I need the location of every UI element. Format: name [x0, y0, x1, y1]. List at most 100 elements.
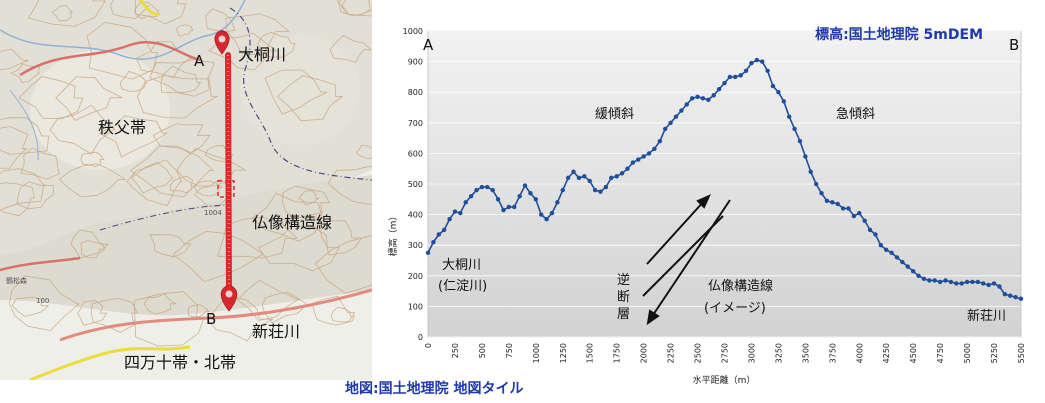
data-point	[646, 151, 652, 156]
data-point	[776, 90, 781, 95]
contour-line	[80, 240, 106, 259]
contour-line	[225, 13, 290, 56]
contour-line	[0, 168, 46, 211]
map-river-north-label: 大桐川	[238, 45, 286, 64]
data-point	[630, 160, 636, 165]
data-point	[619, 171, 625, 176]
data-point	[1002, 291, 1008, 297]
data-point	[700, 96, 706, 101]
fault-arrow-down-head	[646, 309, 660, 326]
x-tick-label: 3000	[747, 343, 756, 363]
data-point	[533, 197, 539, 202]
road-west	[0, 256, 81, 272]
data-point	[463, 200, 468, 205]
data-point	[840, 206, 846, 211]
x-tick-label: 750	[505, 343, 514, 358]
data-point	[986, 282, 991, 288]
y-tick-label: 400	[408, 211, 423, 220]
data-point	[943, 278, 948, 283]
contour-line	[329, 34, 372, 63]
fault-arrows	[642, 193, 731, 326]
fault-arrow-down	[650, 199, 731, 319]
data-point	[754, 57, 760, 63]
data-point	[846, 206, 851, 211]
river-north-line	[0, 0, 246, 60]
data-point	[932, 278, 937, 283]
contour-line	[126, 159, 183, 207]
annotation-river-left-1: 大桐川	[442, 258, 481, 273]
map-point-a-label: A	[194, 52, 205, 70]
x-tick-label: 3250	[774, 343, 783, 363]
road-south	[59, 288, 372, 342]
annotation-fault-2: (イメージ)	[704, 301, 766, 316]
data-point	[673, 114, 679, 119]
data-point	[851, 213, 857, 219]
data-point	[528, 190, 533, 196]
data-point	[652, 146, 657, 152]
y-axis-title: 標高（m）	[387, 212, 399, 257]
contour-line	[77, 300, 108, 326]
x-tick-label: 2750	[721, 343, 730, 363]
data-point	[431, 239, 436, 245]
data-point	[695, 94, 700, 99]
data-point	[937, 279, 943, 285]
x-tick-label: 2250	[667, 343, 676, 363]
contour-line	[18, 76, 84, 120]
y-tick-label: 200	[408, 272, 423, 281]
contour-line	[264, 69, 328, 115]
data-point	[959, 281, 964, 286]
annotation-fault-1: 仏像構造線	[708, 278, 773, 294]
road-yellow	[29, 345, 191, 380]
contour-line	[327, 165, 372, 206]
x-tick-label: 3500	[801, 343, 810, 363]
contour-line	[58, 163, 128, 198]
data-point	[609, 175, 614, 181]
data-point	[722, 80, 727, 86]
contour-line	[0, 117, 50, 155]
elevation-profile-chart: 0 100 200 300 400 500 600 700 800 900 1000 0 250 500…	[387, 26, 1026, 386]
contour-line	[20, 147, 60, 180]
contour-line	[169, 175, 194, 194]
x-tick-label: 5500	[1017, 343, 1026, 363]
data-point	[770, 83, 776, 89]
map-place-label: 鶴松森	[6, 276, 27, 285]
data-point	[970, 279, 975, 285]
data-point	[948, 279, 954, 285]
data-point	[878, 243, 884, 248]
contour-line	[355, 144, 372, 160]
y-tick-label: 100	[408, 302, 423, 311]
x-axis-title: 水平距離（m）	[693, 374, 756, 386]
x-tick-label: 2500	[694, 343, 703, 363]
chart-grid	[428, 30, 1021, 338]
annotation-steep-slope: 急傾斜	[836, 107, 875, 122]
x-tick-label: 4000	[855, 343, 864, 363]
contour-line	[51, 4, 74, 22]
contour-line	[257, 225, 340, 272]
boundary-line-2	[99, 204, 231, 231]
y-tick-label: 600	[408, 149, 423, 158]
contour-line	[314, 235, 372, 294]
y-tick-label: 800	[408, 88, 423, 97]
data-point	[862, 218, 867, 223]
annotation-reverse-fault-1: 逆	[617, 272, 630, 288]
data-point	[954, 281, 959, 286]
data-point	[447, 216, 452, 222]
chart-title: 標高:国土地理院 5mDEM	[815, 26, 983, 43]
contour-line	[143, 293, 178, 315]
marker-a-icon	[214, 30, 230, 55]
data-point	[781, 99, 786, 104]
map-point-b-label: B	[206, 310, 216, 328]
data-point	[668, 120, 673, 126]
contour-line	[130, 161, 174, 194]
data-point	[1018, 296, 1024, 301]
fault-arrow-parallel	[642, 215, 724, 297]
data-point	[501, 207, 506, 213]
data-point	[544, 216, 549, 222]
contour-line	[160, 65, 202, 93]
data-point	[749, 60, 754, 66]
contour-line	[261, 291, 310, 324]
x-tick-label: 4750	[936, 343, 945, 363]
data-point	[910, 269, 916, 274]
data-point	[824, 198, 830, 204]
data-point	[684, 102, 689, 107]
